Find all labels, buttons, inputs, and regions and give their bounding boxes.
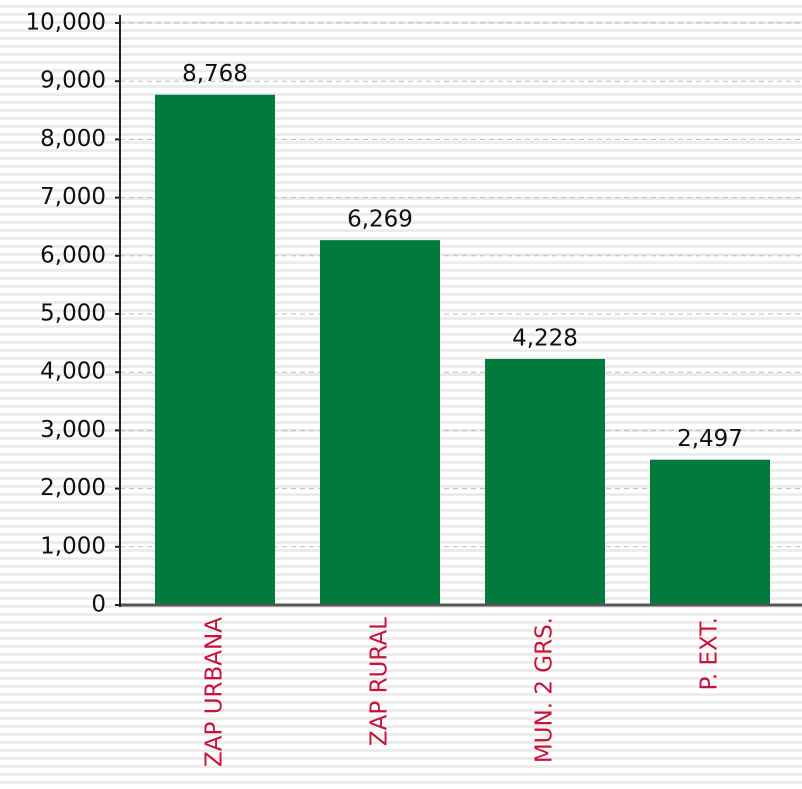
x-tick-label: ZAP RURAL — [367, 617, 393, 746]
bar — [155, 94, 275, 606]
bar — [320, 240, 440, 605]
value-label: 8,768 — [182, 61, 248, 87]
bar — [485, 358, 605, 605]
plot: 0 1,000 2,000 3,000 4,000 5,000 6,000 7,000 8,00… — [26, 10, 802, 767]
value-label: 4,228 — [512, 325, 578, 351]
y-tick-label: 0 — [91, 592, 106, 618]
y-tick-label: 10,000 — [26, 10, 106, 36]
y-tick-label: 8,000 — [40, 126, 106, 152]
x-tick-label: MUN. 2 GRS. — [532, 617, 558, 763]
x-tick-label: ZAP URBANA — [202, 617, 228, 767]
value-label: 6,269 — [347, 207, 413, 233]
y-tick-label: 3,000 — [40, 417, 106, 443]
y-tick-label: 4,000 — [40, 359, 106, 385]
x-tick-label: P. EXT. — [697, 617, 723, 690]
y-tick-label: 1,000 — [40, 533, 106, 559]
bar — [650, 459, 770, 605]
y-tick-label: 5,000 — [40, 301, 106, 327]
value-label: 2,497 — [677, 426, 743, 452]
y-tick-label: 6,000 — [40, 242, 106, 268]
y-tick-label: 7,000 — [40, 184, 106, 210]
y-tick-label: 9,000 — [40, 68, 106, 94]
y-tick-label: 2,000 — [40, 475, 106, 501]
